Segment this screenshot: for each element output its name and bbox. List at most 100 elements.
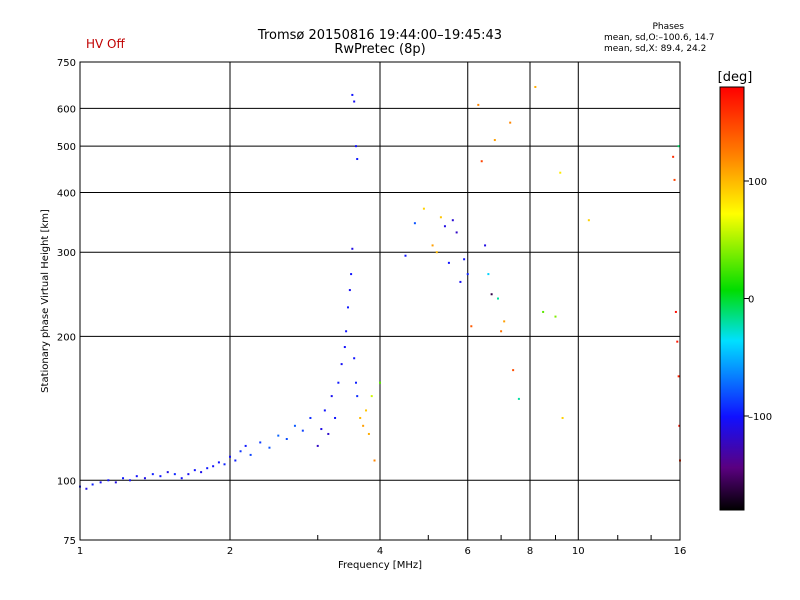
echo-point (320, 428, 323, 431)
x-tick-label: 2 (227, 546, 233, 557)
x-tick-label: 16 (674, 546, 687, 557)
echo-point (676, 340, 679, 343)
echo-point (285, 437, 288, 440)
echo-point (327, 432, 330, 435)
echo-point (439, 216, 442, 219)
echo-point (334, 416, 337, 419)
phases-o-stats: mean, sd,O:–100.6, 14.7 (604, 33, 715, 43)
echo-point (435, 251, 438, 254)
echo-point (443, 225, 446, 228)
echo-point (309, 416, 312, 419)
y-tick-label: 750 (57, 58, 76, 69)
y-tick-label: 500 (57, 142, 76, 153)
echo-point (484, 244, 487, 247)
y-tick-label: 300 (57, 248, 76, 259)
echo-point (193, 469, 196, 472)
echo-point (353, 100, 356, 103)
echo-point (470, 325, 473, 328)
echo-point (187, 473, 190, 476)
chart-title: Tromsø 20150816 19:44:00–19:45:43 (257, 28, 503, 43)
echo-point (340, 363, 343, 366)
echo-point (316, 444, 319, 447)
echo-point (496, 297, 499, 300)
echo-point (345, 330, 348, 333)
echo-point (451, 219, 454, 222)
x-tick-label: 8 (527, 546, 533, 557)
echo-point (354, 381, 357, 384)
echo-point (463, 258, 466, 261)
echo-point (356, 158, 359, 161)
echo-point (343, 346, 346, 349)
echo-point (346, 306, 349, 309)
echo-point (223, 463, 226, 466)
echo-point (404, 254, 407, 257)
echo-point (249, 453, 252, 456)
echo-point (373, 459, 376, 462)
echo-point (587, 219, 590, 222)
echo-point (200, 471, 203, 474)
echo-point (370, 395, 373, 398)
y-tick-label: 600 (57, 104, 76, 115)
echo-point (493, 139, 496, 142)
echo-point (122, 477, 125, 480)
y-tick-label: 400 (57, 188, 76, 199)
y-tick-labels: 75 100 200 300 400 500 600 750 (57, 58, 76, 547)
echo-point (353, 357, 356, 360)
echo-point (413, 222, 416, 225)
echo-point (85, 487, 88, 490)
chart-subtitle: RwPretec (8p) (334, 42, 426, 57)
echo-point (268, 446, 271, 449)
echo-point (351, 247, 354, 250)
echo-point (293, 424, 296, 427)
echo-point (180, 477, 183, 480)
echo-point (379, 381, 381, 384)
echo-point (212, 465, 215, 468)
echo-point (217, 461, 220, 464)
echo-point (356, 395, 359, 398)
phases-title: Phases (652, 22, 684, 32)
echo-point (365, 409, 368, 412)
echo-point (677, 145, 680, 148)
echo-point (301, 429, 304, 432)
x-axis-label: Frequency [MHz] (338, 560, 422, 571)
echo-point (500, 330, 503, 333)
x-tick-label: 10 (572, 546, 585, 557)
echo-point (367, 432, 370, 435)
x-tick-labels: 1 2 4 6 8 10 16 (77, 546, 687, 557)
echo-point (447, 261, 450, 264)
echo-point (477, 103, 480, 106)
echo-point (337, 381, 340, 384)
echo-point (91, 483, 94, 486)
echo-point (512, 369, 515, 372)
echo-point (244, 444, 247, 447)
echo-point (143, 477, 146, 480)
echo-point (422, 207, 425, 210)
echo-point (431, 244, 434, 247)
echo-point (517, 397, 520, 400)
x-tick-label: 1 (77, 546, 83, 557)
echo-point (677, 375, 680, 378)
phase-colorbar (719, 86, 745, 511)
echo-point (559, 171, 562, 174)
echo-point (466, 273, 469, 276)
echo-point (487, 273, 490, 276)
y-tick-label: 200 (57, 332, 76, 343)
x-tick-label: 4 (377, 546, 383, 557)
echo-point (362, 424, 365, 427)
echo-point (534, 85, 537, 88)
echo-point (173, 473, 176, 476)
echo-point (503, 320, 506, 323)
echo-point (229, 455, 231, 458)
y-tick-label: 75 (63, 536, 76, 547)
echo-point (159, 475, 162, 478)
colorbar-unit-label: [deg] (717, 70, 753, 85)
echo-point (561, 416, 564, 419)
echo-point (323, 409, 326, 412)
echo-point (151, 473, 154, 476)
echo-point (674, 310, 677, 313)
phases-x-stats: mean, sd,X: 89.4, 24.2 (604, 44, 707, 54)
echo-point (206, 467, 209, 470)
echo-point (348, 289, 351, 292)
echo-point (107, 479, 110, 482)
echo-point (277, 434, 280, 437)
